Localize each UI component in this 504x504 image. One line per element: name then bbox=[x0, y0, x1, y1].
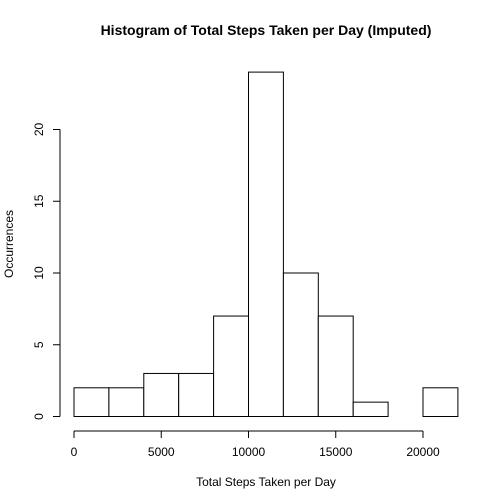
x-tick-label: 0 bbox=[71, 445, 78, 459]
bars-group bbox=[73, 71, 459, 418]
histogram-bar bbox=[317, 315, 354, 417]
histogram-bar bbox=[143, 372, 180, 418]
x-tick-label: 20000 bbox=[406, 445, 440, 459]
y-tick-label: 5 bbox=[32, 341, 46, 348]
histogram-bar bbox=[422, 387, 459, 417]
y-tick-label: 0 bbox=[32, 413, 46, 420]
histogram-bar bbox=[108, 387, 145, 417]
x-tick-label: 5000 bbox=[148, 445, 175, 459]
x-axis: 0 5000 10000 15000 20000 bbox=[71, 430, 440, 459]
histogram-bar bbox=[213, 315, 250, 417]
x-tick-label: 10000 bbox=[232, 445, 266, 459]
histogram-bar bbox=[73, 387, 110, 417]
x-tick-label: 15000 bbox=[319, 445, 353, 459]
y-tick-label: 15 bbox=[32, 194, 46, 208]
histogram-bar bbox=[248, 71, 284, 417]
histogram-bar bbox=[352, 401, 389, 417]
chart-title: Histogram of Total Steps Taken per Day (… bbox=[101, 22, 432, 38]
histogram-bar bbox=[282, 272, 319, 417]
y-axis: 0 5 10 15 20 bbox=[32, 123, 61, 420]
histogram-bar bbox=[178, 372, 215, 418]
y-tick-label: 10 bbox=[32, 266, 46, 280]
y-axis-label: Occurrences bbox=[2, 210, 16, 278]
y-tick-label: 20 bbox=[32, 123, 46, 137]
x-axis-label: Total Steps Taken per Day bbox=[196, 475, 336, 489]
